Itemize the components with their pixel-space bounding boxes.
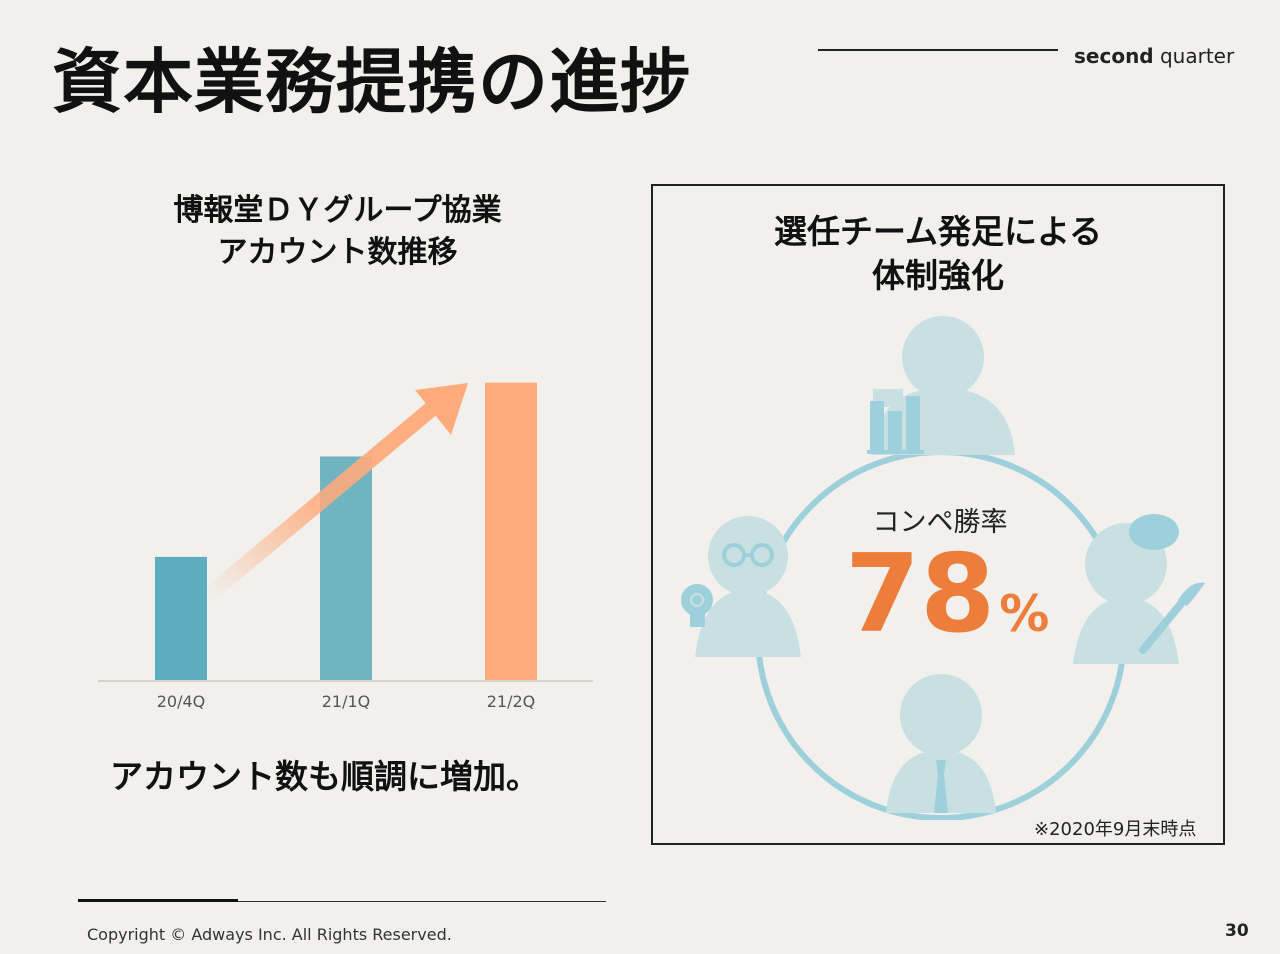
footnote: ※2020年9月末時点 xyxy=(1034,819,1197,840)
chart-heading: 博報堂ＤＹグループ協業 アカウント数推移 xyxy=(120,190,555,274)
section-label-bold: second xyxy=(1074,44,1154,68)
x-tick-label: 21/2Q xyxy=(487,692,536,711)
page-title: 資本業務提携の進捗 xyxy=(52,41,691,123)
x-tick-label: 21/1Q xyxy=(322,692,371,711)
bar-20-4Q xyxy=(155,556,207,681)
bar-21-2Q xyxy=(485,382,537,681)
section-label-rest: quarter xyxy=(1159,44,1235,68)
chart-heading-line2: アカウント数推移 xyxy=(217,235,458,270)
win-rate-number: 78 xyxy=(845,532,996,657)
win-rate-unit: % xyxy=(999,585,1050,643)
win-rate-label: コンペ勝率 xyxy=(872,507,1008,538)
person-glasses-bulb-icon xyxy=(681,516,801,657)
footer-divider-thin xyxy=(238,901,606,902)
person-beret-brush-icon xyxy=(1073,514,1205,664)
trend-arrow-icon xyxy=(204,383,468,601)
copyright: Copyright © Adways Inc. All Rights Reser… xyxy=(87,925,452,944)
chart-caption: アカウント数も順調に増加。 xyxy=(110,757,539,796)
team-illustration xyxy=(681,316,1205,820)
x-tick-label: 20/4Q xyxy=(157,692,206,711)
top-divider xyxy=(818,49,1058,51)
person-chart-gear-icon xyxy=(867,316,1015,455)
panel-heading-line1: 選任チーム発足による xyxy=(773,212,1103,251)
account-count-chart: 20/4Q 21/1Q 21/2Q xyxy=(98,382,593,711)
footer-divider-thick xyxy=(78,899,238,902)
panel-heading-line2: 体制強化 xyxy=(872,256,1004,295)
page-number: 30 xyxy=(1225,921,1249,941)
person-tie-icon xyxy=(886,674,996,813)
section-label: second quarter xyxy=(1074,44,1234,68)
win-rate-value: 78% xyxy=(845,540,1049,669)
panel-heading: 選任チーム発足による 体制強化 xyxy=(651,210,1225,298)
team-panel xyxy=(651,184,1225,845)
chart-heading-line1: 博報堂ＤＹグループ協業 xyxy=(173,193,502,228)
